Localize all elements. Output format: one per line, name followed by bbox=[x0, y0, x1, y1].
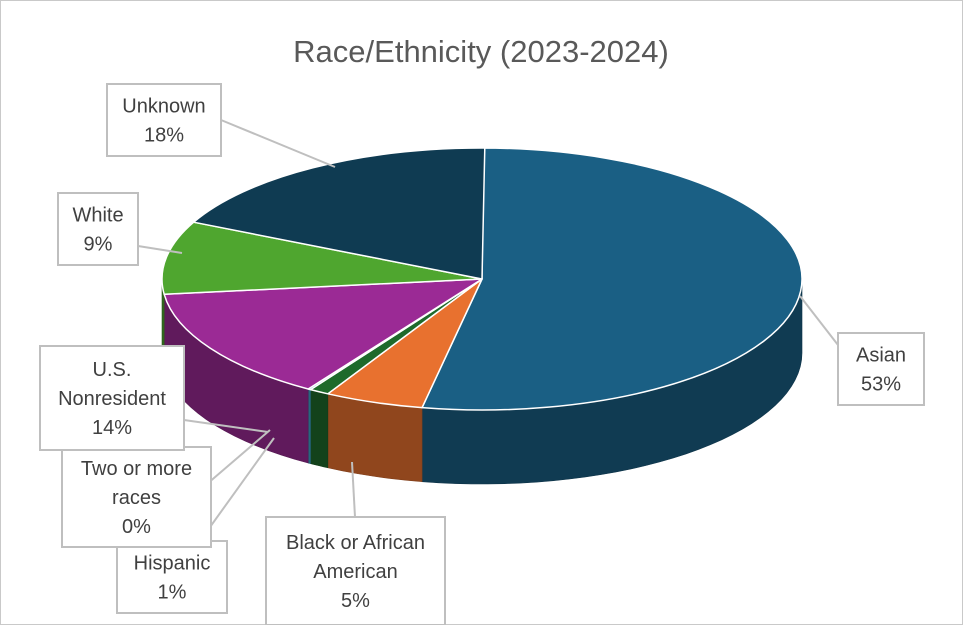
data-label-black-or-african-american-line-3: 5% bbox=[341, 590, 370, 612]
data-label-unknown-line-1: Unknown bbox=[122, 96, 205, 118]
pie-side-two-or-more-races bbox=[307, 388, 311, 465]
data-label-box-white bbox=[57, 192, 139, 266]
leader-line-white bbox=[137, 245, 183, 254]
data-label-asian-line-1: Asian bbox=[856, 345, 906, 367]
data-label-u-s-nonresident-line-3: 14% bbox=[92, 417, 132, 439]
pie-slices bbox=[161, 147, 803, 411]
data-label-hispanic-line-1: Hispanic bbox=[134, 553, 211, 575]
leader-line-u-s-nonresident bbox=[183, 419, 269, 433]
data-label-asian-line-2: 53% bbox=[861, 374, 901, 396]
pie-slice-unknown bbox=[192, 147, 486, 280]
data-label-white-line-1: White bbox=[72, 205, 123, 227]
data-label-hispanic-line-2: 1% bbox=[158, 582, 187, 604]
leader-line-unknown bbox=[220, 119, 336, 168]
data-label-box-hispanic bbox=[116, 540, 228, 614]
data-label-black-or-african-american-line-2: American bbox=[313, 561, 397, 583]
leader-line-black-or-african-american bbox=[351, 461, 356, 518]
data-label-two-or-more-races-line-1: Two or more bbox=[81, 458, 192, 480]
data-label-box-asian bbox=[837, 332, 925, 406]
data-label-box-u-s-nonresident bbox=[39, 345, 185, 451]
data-label-u-s-nonresident-line-1: U.S. bbox=[93, 359, 132, 381]
data-label-unknown-line-2: 18% bbox=[144, 125, 184, 147]
data-label-box-two-or-more-races bbox=[61, 446, 212, 548]
pie-slice-asian bbox=[421, 147, 803, 411]
leader-line-hispanic bbox=[199, 437, 275, 542]
data-label-box-black-or-african-american bbox=[265, 516, 446, 625]
data-label-two-or-more-races-line-2: races bbox=[112, 487, 161, 509]
data-label-two-or-more-races-line-3: 0% bbox=[122, 516, 151, 538]
leader-line-asian bbox=[799, 295, 839, 346]
data-label-box-unknown bbox=[106, 83, 222, 157]
pie-slice-white bbox=[161, 221, 483, 296]
pie-slice-u-s-nonresident bbox=[163, 278, 483, 390]
data-labels: Asian 53% Black or African American 5% Hispan… bbox=[39, 83, 925, 625]
data-label-white-line-2: 9% bbox=[84, 234, 113, 256]
pie-side-hispanic bbox=[310, 389, 329, 469]
data-label-black-or-african-american-line-1: Black or African bbox=[286, 532, 425, 554]
chart-title: Race/Ethnicity (2023-2024) bbox=[293, 34, 669, 69]
data-label-u-s-nonresident-line-2: Nonresident bbox=[58, 388, 166, 410]
